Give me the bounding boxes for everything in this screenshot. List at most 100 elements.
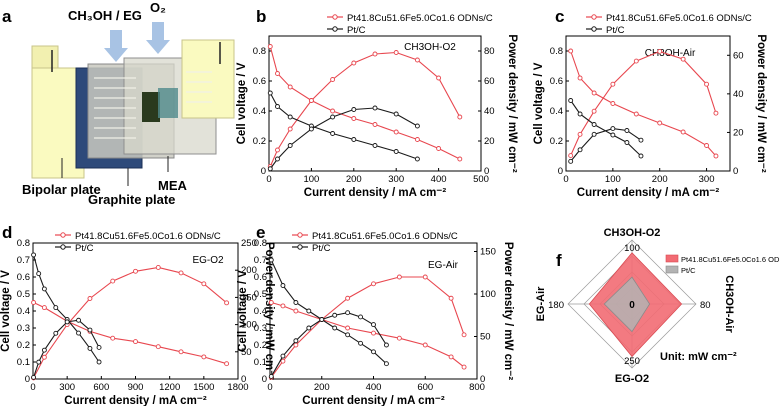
series-line-ptc-power [270,312,387,377]
legend-marker-alloy [60,232,66,238]
data-point [713,153,719,159]
y-tick-label-left: 0.5 [17,289,30,300]
data-point [87,327,93,333]
x-tick-label: 900 [128,382,144,393]
data-point [591,90,597,96]
data-point [267,90,273,96]
y-axis-label-right: Power density / mW cm⁻² [263,242,275,381]
y-axis-label-right: Power density / mW cm⁻² [502,242,514,381]
chart-e: e0 200 400 600 80000.10.20.30.40.50.60.70.80… [237,223,514,406]
mea-label: MEA [158,178,188,193]
data-point [31,374,37,380]
data-point [393,111,399,117]
data-point [383,342,389,348]
data-point [414,156,420,162]
data-point [577,131,583,137]
data-point [414,57,420,63]
y-tick-label-left: 0.4 [253,106,266,117]
data-point [308,98,314,103]
series-line-alloy-voltage [33,302,227,365]
y-tick-label-left: 0.7 [254,255,267,266]
data-point [287,126,293,132]
data-point [393,50,399,55]
y-tick-label-right: 60 [484,76,495,87]
x-tick-label: 500 [473,174,489,185]
data-point [41,347,47,353]
y-tick-label-left: 0.4 [550,106,563,117]
x-tick-label: 300 [59,382,75,393]
y-axis-label-left: Cell voltage / V [236,62,248,144]
data-point [280,303,286,309]
data-point [414,123,420,129]
y-tick-label-left: 0.2 [17,340,30,351]
data-point [372,51,378,57]
legend-label-alloy: Pt41.8Cu51.6Fe5.0Co1.6 ODNs/C [312,231,458,242]
radar-chart: f 100 80 250 180 0 CH3OH-O2 CH3OH-Air EG-O2 EG-Ai… [535,227,780,385]
data-point [414,137,420,142]
data-point [591,122,597,127]
membrane [158,88,178,118]
radar-area-ptc [603,276,651,333]
panel-letter-f: f [556,251,562,270]
data-point [201,354,207,360]
y-tick-label-left: 0.8 [17,238,30,249]
radar-legend-label-ptc: Pt/C [681,266,696,275]
data-point [393,149,399,154]
charts: b0 100 200 300 400 50000.20.40.60.8020406080C… [0,7,767,406]
chart-title: EG-O2 [192,255,224,266]
data-point [680,56,686,62]
data-point [36,271,42,277]
data-point [87,296,93,301]
panel-letter-a: a [2,7,12,26]
bipolar-plate-label: Bipolar plate [22,182,101,197]
data-point [41,305,47,311]
y-tick-label-left: 0.3 [17,323,30,334]
plot-frame [565,35,731,172]
data-point [713,110,719,116]
data-point [372,105,378,111]
data-point [133,339,138,345]
data-point [293,308,299,314]
x-tick-label: 0 [563,174,568,185]
data-point [53,305,59,311]
radar-legend-swatch-alloy [665,254,679,263]
data-point [577,75,583,81]
data-point [396,274,402,280]
data-point [267,44,273,49]
data-point [422,342,428,348]
data-point [358,314,364,320]
radar-max-label: 250 [624,356,640,367]
data-point [133,268,138,274]
radar-axis-label: CH3OH-O2 [604,227,661,239]
legend-label-alloy: Pt41.8Cu51.6Fe5.0Co1.6 ODNs/C [606,13,752,24]
data-point [110,335,116,341]
oxygen-arrow-icon [146,22,170,54]
data-point [448,354,454,360]
radar-center-label: 0 [629,300,635,311]
y-tick-label-right: 60 [733,50,744,61]
y-tick-label-left: 0.2 [550,136,563,147]
data-point [41,286,47,292]
y-tick-label-right: 20 [484,136,495,147]
graphite-plate-label: Graphite plate [88,192,175,207]
data-point [577,147,583,153]
y-tick-label-left: 0.8 [254,238,267,249]
data-point [96,344,102,350]
data-point [178,270,184,276]
x-axis-label: Current density / mA cm⁻² [304,187,447,199]
data-point [330,77,336,82]
data-point [345,325,351,331]
x-tick-label: 1800 [227,382,248,393]
data-point [351,137,357,142]
data-point [41,354,47,360]
data-point [371,322,376,328]
data-point [110,278,116,284]
data-point [704,143,710,148]
y-tick-label-right: 150 [241,292,257,303]
data-point [275,156,280,162]
legend-label-alloy: Pt41.8Cu51.6Fe5.0Co1.6 ODNs/C [347,13,493,24]
data-point [53,330,59,336]
y-tick-label-left: 0 [262,374,267,385]
x-tick-label: 300 [388,174,404,185]
data-point [31,300,37,305]
